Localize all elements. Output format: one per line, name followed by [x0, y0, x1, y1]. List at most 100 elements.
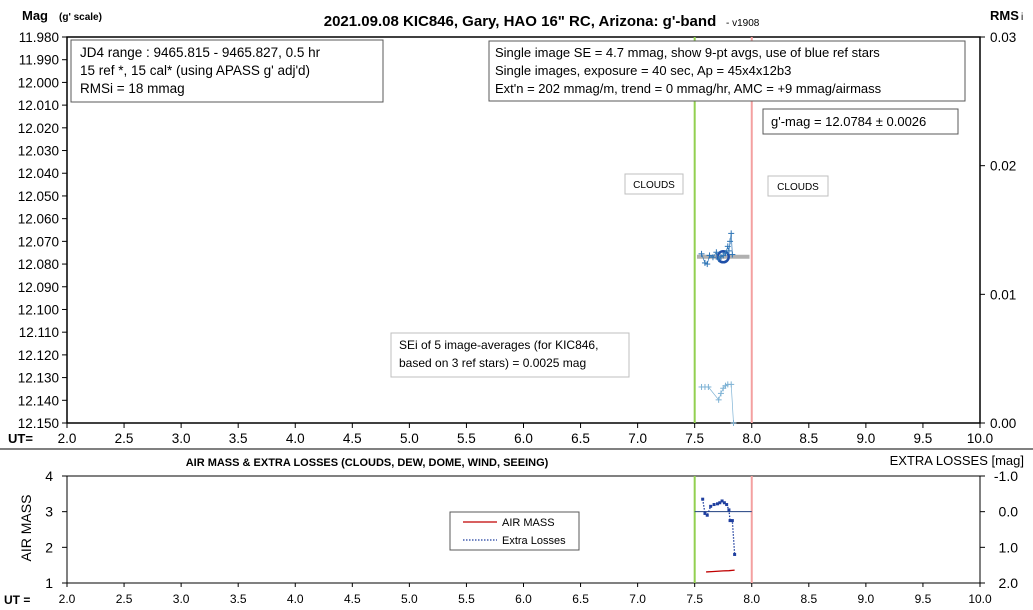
- settings-line-3: Ext'n = 202 mmag/m, trend = 0 mmag/hr, A…: [495, 81, 882, 96]
- extra-losses-data-point: [701, 497, 705, 501]
- y2-tick-labels: 0.03 0.02 0.01 0.00: [980, 30, 1016, 431]
- y-tick-label: 12.070: [18, 234, 59, 249]
- mag-data-point: [728, 230, 735, 237]
- extra-losses-data-point: [703, 511, 707, 515]
- bottom-x-tick-label: 8.0: [743, 592, 760, 606]
- result-text: g'-mag = 12.0784 ± 0.0026: [771, 114, 926, 129]
- bottom-y2-tick-labels: -1.0 0.0 1.0 2.0: [980, 468, 1018, 591]
- y-tick-label: 12.020: [18, 121, 59, 136]
- extra-losses-data-point: [728, 519, 732, 523]
- x-tick-label: 10.0: [967, 431, 993, 446]
- bottom-x-axis-prefix: UT =: [4, 593, 30, 607]
- y-tick-label: 12.140: [18, 393, 59, 408]
- x-axis-prefix: UT=: [8, 431, 33, 446]
- bottom-x-tick-label: 5.5: [458, 592, 475, 606]
- bottom-y-axis-label: AIR MASS: [18, 495, 34, 562]
- y-tick-label: 12.090: [18, 280, 59, 295]
- bottom-x-tick-label: 8.5: [800, 592, 817, 606]
- x-tick-label: 9.5: [914, 431, 933, 446]
- y-tick-label: 12.120: [18, 348, 59, 363]
- y-tick-label: 11.980: [19, 30, 59, 45]
- bottom-x-tick-label: 4.5: [344, 592, 361, 606]
- y-tick-label: 12.080: [18, 257, 59, 272]
- top-chart: 2021.09.08 KIC846, Gary, HAO 16" RC, Ari…: [8, 8, 1023, 446]
- legend-entry-air-mass: AIR MASS: [502, 517, 555, 529]
- x-tick-label: 8.5: [799, 431, 818, 446]
- bottom-y-tick-labels: 4 3 2 1: [45, 468, 67, 591]
- sei-line-2: based on 3 ref stars) = 0.0025 mag: [399, 356, 586, 370]
- x-tick-labels: 2.0 2.5 3.0 3.5 4.0 4.5 5.0 5.5 6.0 6.5 7.0 7.5 8.0 8…: [58, 423, 993, 446]
- settings-line-1: Single image SE = 4.7 mmag, show 9-pt av…: [495, 45, 880, 60]
- x-tick-label: 7.0: [628, 431, 647, 446]
- x-tick-label: 5.5: [457, 431, 476, 446]
- y-tick-label: 12.030: [18, 144, 59, 159]
- y2-axis-label: RMS: [990, 8, 1019, 23]
- mag-data-point: [704, 261, 711, 268]
- sei-line-1: SEi of 5 image-averages (for KIC846,: [399, 338, 598, 352]
- y-tick-label: 12.040: [18, 166, 59, 181]
- y2-tick-label: 0.03: [990, 30, 1016, 45]
- bottom-y2-tick-label: -1.0: [994, 468, 1018, 484]
- bottom-y-tick-label: 3: [45, 504, 53, 520]
- rms-data-point: [728, 381, 735, 388]
- clouds-label-left: CLOUDS: [624, 173, 684, 195]
- clouds-right-text: CLOUDS: [777, 182, 819, 193]
- info-box: JD4 range : 9465.815 - 9465.827, 0.5 hr …: [70, 39, 384, 103]
- bottom-x-tick-label: 9.5: [915, 592, 932, 606]
- mag-data-point: [725, 247, 732, 254]
- legend-entry-extra-losses: Extra Losses: [502, 535, 566, 547]
- clouds-label-right: CLOUDS: [767, 175, 829, 197]
- y-tick-labels: 11.980 11.990 12.000 12.010 12.020 12.030 12.0…: [18, 30, 67, 431]
- bottom-x-tick-label: 10.0: [968, 592, 992, 606]
- y2-axis-label-suffix: i: [1021, 12, 1023, 23]
- bottom-y2-tick-label: 0.0: [999, 504, 1019, 520]
- bottom-x-tick-label: 7.0: [629, 592, 646, 606]
- extra-losses-data-point: [720, 499, 724, 503]
- settings-box: Single image SE = 4.7 mmag, show 9-pt av…: [488, 40, 966, 102]
- x-tick-label: 9.0: [856, 431, 875, 446]
- y-tick-label: 12.010: [18, 98, 59, 113]
- extra-losses-data-point: [716, 502, 720, 506]
- y-tick-label: 12.110: [19, 325, 59, 340]
- bottom-x-tick-label: 4.0: [287, 592, 304, 606]
- y2-tick-label: 0.00: [990, 416, 1016, 431]
- result-box: g'-mag = 12.0784 ± 0.0026: [762, 108, 959, 135]
- y-tick-label: 12.060: [18, 212, 59, 227]
- extra-losses-data-point: [730, 519, 734, 523]
- y-tick-label: 12.130: [18, 371, 59, 386]
- y-tick-label: 12.000: [18, 75, 59, 90]
- bottom-x-tick-label: 5.0: [401, 592, 418, 606]
- rms-data-point: [730, 420, 737, 426]
- rms-series-line: [701, 384, 734, 424]
- info-line-3: RMSi = 18 mmag: [80, 81, 185, 96]
- bottom-y-tick-label: 4: [45, 468, 53, 484]
- bottom-y2-tick-label: 2.0: [999, 575, 1019, 591]
- extra-losses-data-point: [718, 501, 722, 505]
- mag-data-point: [727, 238, 734, 245]
- bottom-x-tick-labels: 2.0 2.5 3.0 3.5 4.0 4.5 5.0 5.5 6.0 6.5 7.0 7.5 8.0 8…: [59, 583, 992, 606]
- extra-losses-data-point: [722, 501, 726, 505]
- mag-data-point: [698, 250, 705, 257]
- sei-box: SEi of 5 image-averages (for KIC846, bas…: [390, 332, 630, 378]
- rms-data-point: [715, 396, 722, 403]
- bottom-chart-title: AIR MASS & EXTRA LOSSES (CLOUDS, DEW, DO…: [186, 457, 549, 469]
- extra-losses-data-point: [705, 513, 709, 517]
- mag-data-point: [706, 252, 713, 259]
- x-tick-label: 7.5: [685, 431, 704, 446]
- y2-tick-label: 0.01: [990, 287, 1016, 302]
- bottom-x-tick-label: 2.5: [116, 592, 133, 606]
- x-tick-label: 2.0: [58, 431, 77, 446]
- y-axis-label: Mag: [22, 8, 48, 23]
- x-tick-label: 4.5: [343, 431, 362, 446]
- x-tick-label: 6.0: [514, 431, 533, 446]
- mag-data-point: [722, 250, 729, 257]
- x-tick-label: 2.5: [115, 431, 134, 446]
- bottom-x-tick-label: 6.5: [572, 592, 589, 606]
- clouds-left-text: CLOUDS: [633, 180, 675, 191]
- chart-version: - v1908: [726, 18, 760, 29]
- extra-losses-data-point: [712, 503, 716, 507]
- rms-data-point: [717, 390, 724, 397]
- mag-data-point: [724, 243, 731, 250]
- info-line-2: 15 ref *, 15 cal* (using APASS g' adj'd): [80, 63, 310, 78]
- extra-losses-data-point: [733, 552, 737, 556]
